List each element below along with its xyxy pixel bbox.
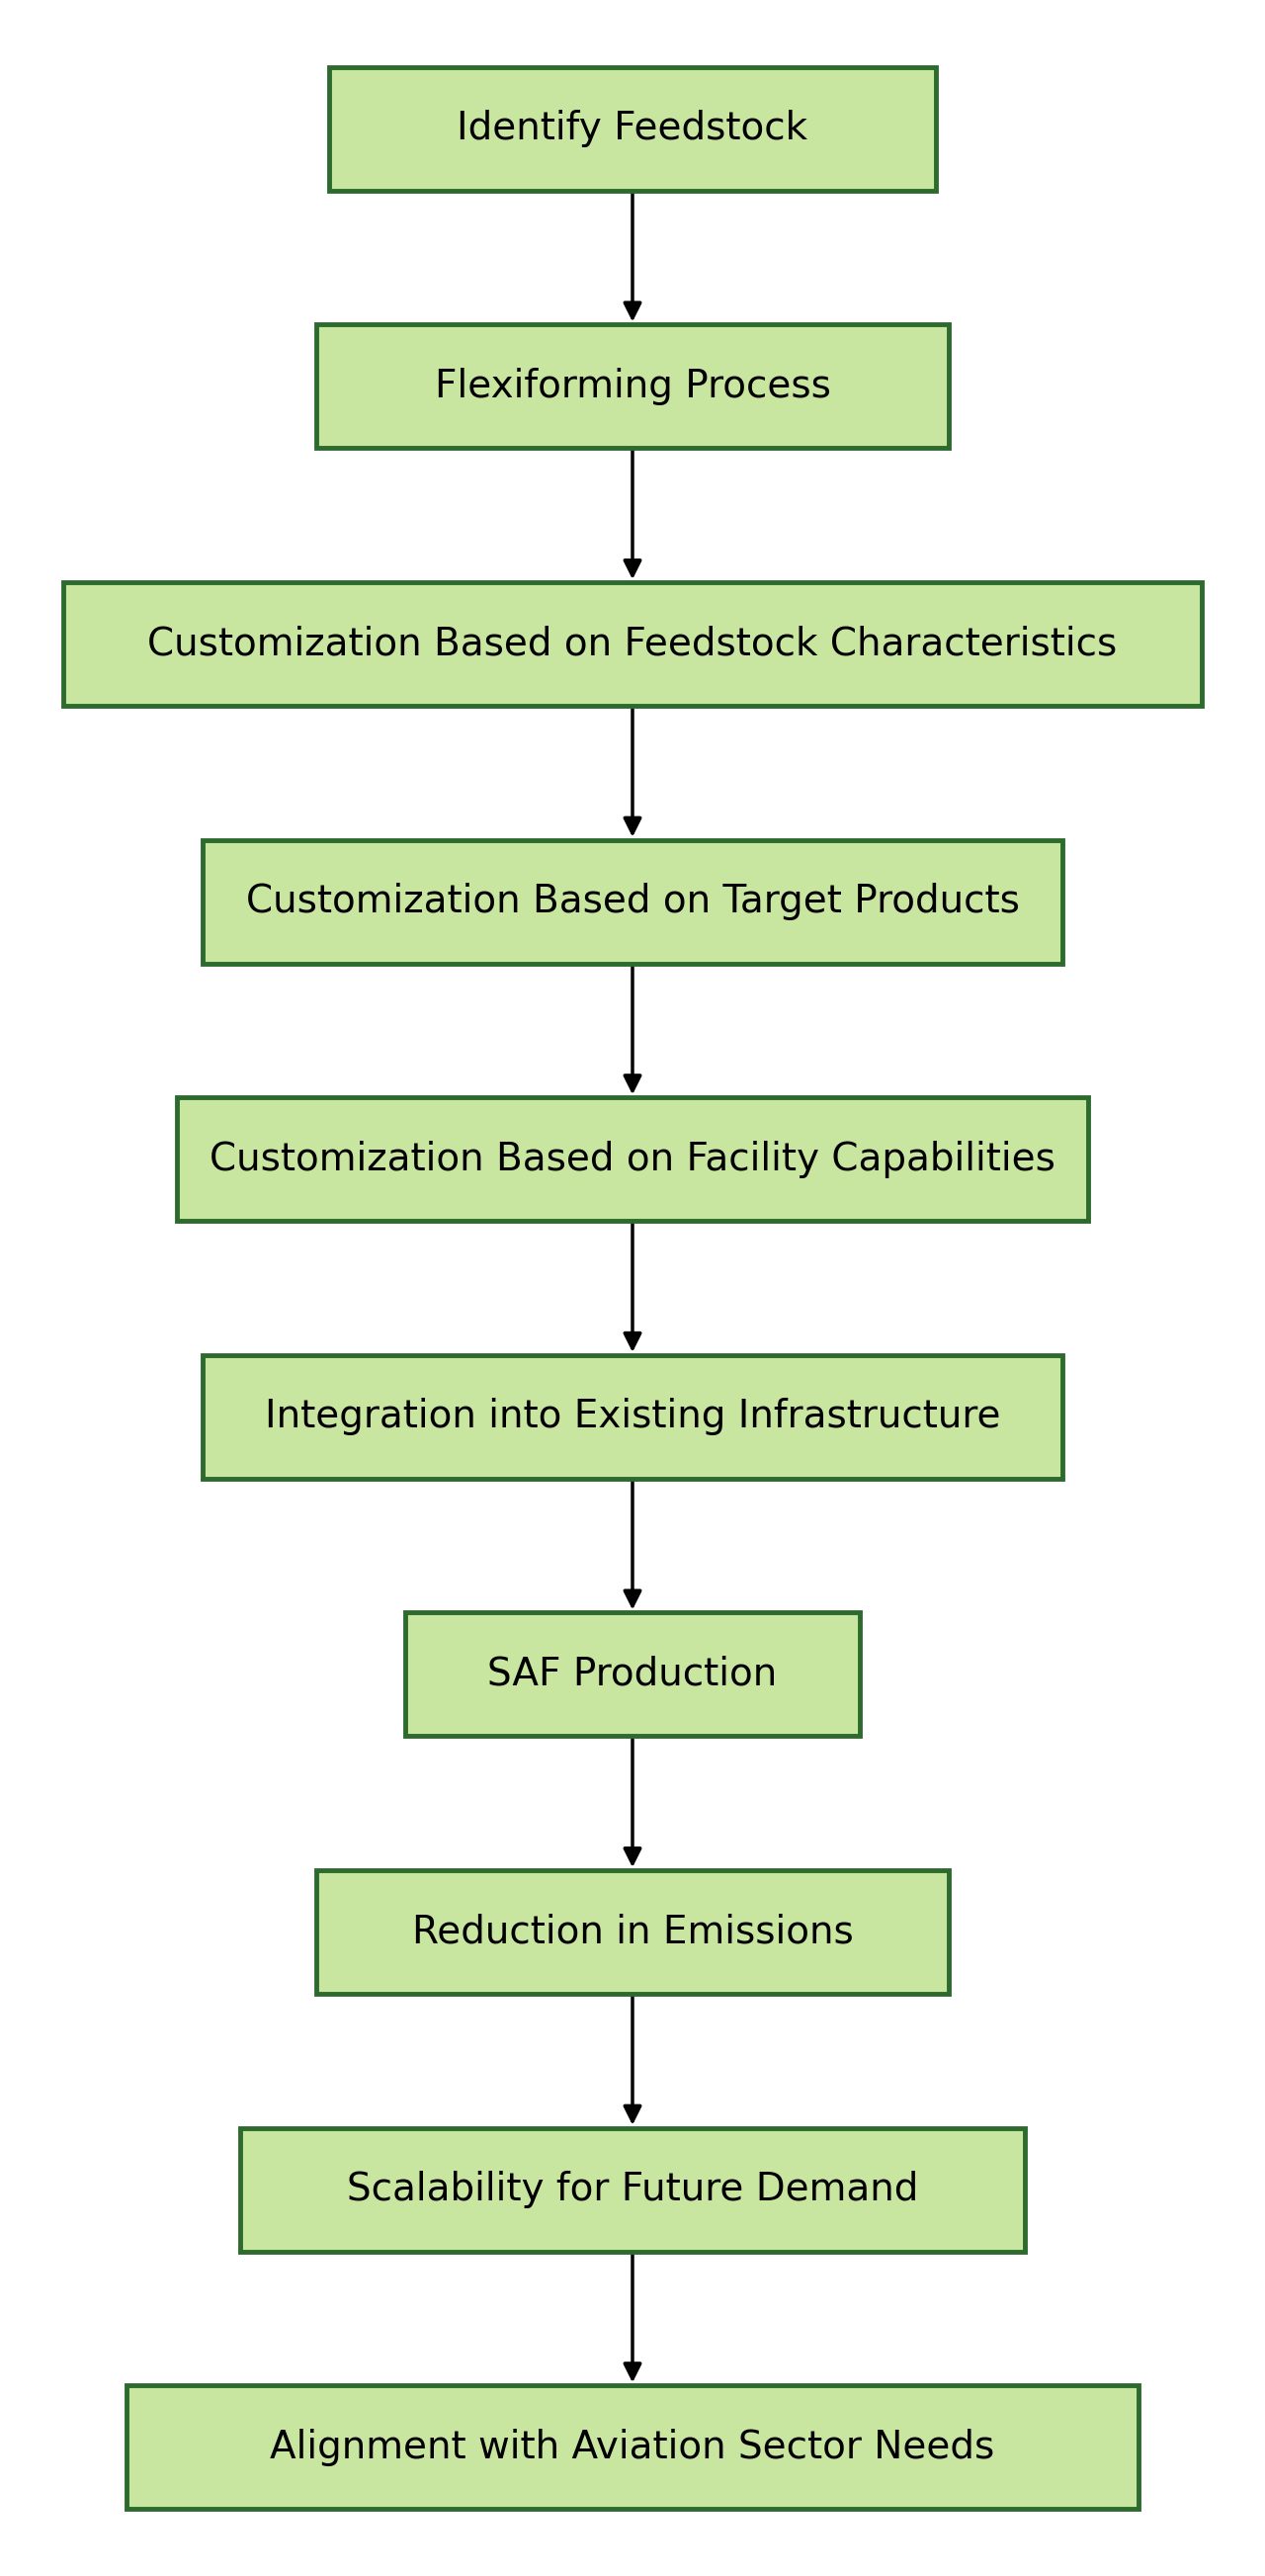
Text: Identify Feedstock: Identify Feedstock: [457, 111, 808, 147]
Text: Alignment with Aviation Sector Needs: Alignment with Aviation Sector Needs: [271, 2429, 994, 2465]
Text: Scalability for Future Demand: Scalability for Future Demand: [347, 2172, 918, 2208]
FancyBboxPatch shape: [405, 1613, 860, 1736]
Text: Integration into Existing Infrastructure: Integration into Existing Infrastructure: [264, 1399, 1001, 1435]
Text: Reduction in Emissions: Reduction in Emissions: [411, 1914, 854, 1950]
FancyBboxPatch shape: [202, 1355, 1063, 1479]
Text: Customization Based on Feedstock Characteristics: Customization Based on Feedstock Charact…: [148, 626, 1117, 662]
FancyBboxPatch shape: [316, 1870, 949, 1994]
FancyBboxPatch shape: [316, 325, 949, 448]
Text: Customization Based on Target Products: Customization Based on Target Products: [245, 884, 1020, 920]
FancyBboxPatch shape: [329, 67, 936, 191]
FancyBboxPatch shape: [240, 2128, 1025, 2251]
FancyBboxPatch shape: [63, 582, 1202, 706]
Text: SAF Production: SAF Production: [487, 1656, 778, 1692]
Text: Customization Based on Facility Capabilities: Customization Based on Facility Capabili…: [210, 1141, 1055, 1177]
FancyBboxPatch shape: [177, 1097, 1088, 1221]
Text: Flexiforming Process: Flexiforming Process: [434, 368, 831, 404]
FancyBboxPatch shape: [126, 2385, 1138, 2509]
FancyBboxPatch shape: [202, 840, 1063, 963]
